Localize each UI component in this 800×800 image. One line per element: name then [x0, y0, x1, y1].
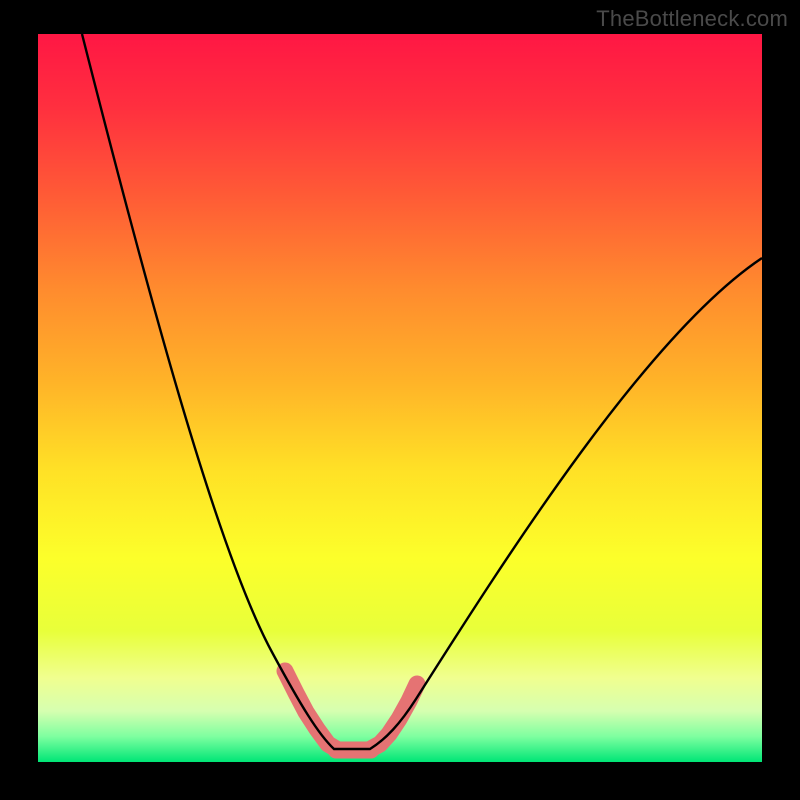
chart-svg — [38, 34, 762, 762]
watermark-text: TheBottleneck.com — [596, 6, 788, 32]
gradient-background — [38, 34, 762, 762]
chart-plot-area — [38, 34, 762, 762]
